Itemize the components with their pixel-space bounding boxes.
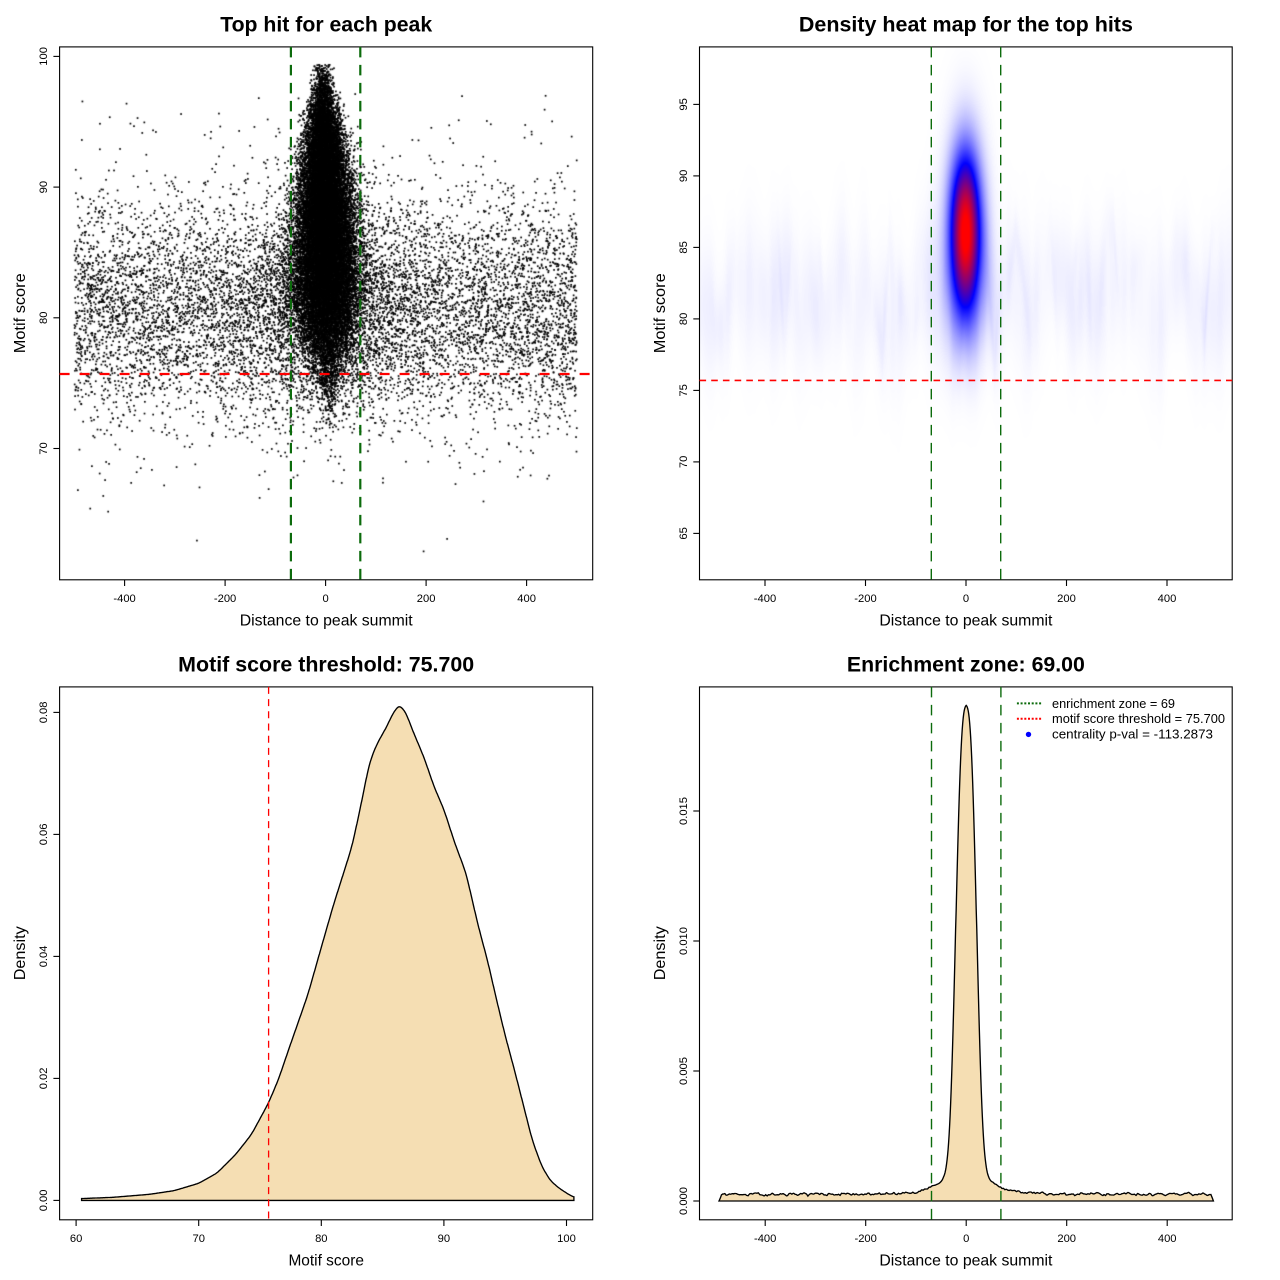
svg-text:80: 80 [678,313,690,325]
svg-text:Distance to peak summit: Distance to peak summit [879,613,1053,630]
svg-text:0.00: 0.00 [38,1190,50,1212]
svg-text:0: 0 [963,593,969,605]
svg-text:Top hit for each peak: Top hit for each peak [220,13,432,37]
svg-text:-200: -200 [854,1233,876,1245]
svg-text:200: 200 [1057,593,1076,605]
svg-text:0: 0 [963,1233,969,1245]
svg-text:Motif score: Motif score [12,273,29,353]
svg-text:centrality p-val = -113.2873: centrality p-val = -113.2873 [1052,728,1213,742]
svg-text:65: 65 [678,527,690,539]
svg-text:Density heat map for the top h: Density heat map for the top hits [799,13,1133,37]
svg-text:enrichment zone = 69: enrichment zone = 69 [1052,697,1175,711]
svg-text:Enrichment zone: 69.00: Enrichment zone: 69.00 [847,653,1085,677]
svg-text:0.010: 0.010 [678,927,690,955]
svg-text:100: 100 [557,1233,576,1245]
svg-text:70: 70 [678,456,690,468]
svg-text:60: 60 [70,1233,82,1245]
svg-text:80: 80 [38,312,50,324]
svg-text:-400: -400 [754,593,776,605]
svg-text:95: 95 [678,98,690,110]
svg-text:70: 70 [38,442,50,454]
svg-text:90: 90 [678,170,690,182]
svg-text:90: 90 [38,181,50,193]
svg-text:Density: Density [12,926,29,980]
svg-text:0.02: 0.02 [38,1068,50,1090]
svg-text:0.000: 0.000 [678,1187,690,1215]
svg-text:Motif score: Motif score [652,273,669,353]
svg-text:-400: -400 [113,593,135,605]
svg-text:0.005: 0.005 [678,1057,690,1085]
svg-text:85: 85 [678,241,690,253]
svg-text:70: 70 [192,1233,204,1245]
svg-text:100: 100 [38,47,50,66]
svg-text:0.015: 0.015 [678,797,690,825]
svg-text:Motif score threshold: 75.700: Motif score threshold: 75.700 [178,653,474,677]
svg-text:75: 75 [678,384,690,396]
svg-text:200: 200 [417,593,436,605]
svg-text:Density: Density [652,926,669,980]
svg-text:-200: -200 [214,593,236,605]
svg-text:200: 200 [1057,1233,1076,1245]
svg-text:0: 0 [322,593,328,605]
svg-text:400: 400 [1158,593,1177,605]
svg-text:0.08: 0.08 [38,702,50,724]
svg-text:-400: -400 [754,1233,776,1245]
svg-text:Motif score: Motif score [288,1253,364,1270]
svg-text:400: 400 [1158,1233,1177,1245]
svg-text:-200: -200 [854,593,876,605]
svg-text:0.06: 0.06 [38,824,50,846]
svg-text:80: 80 [315,1233,327,1245]
svg-text:Distance to peak summit: Distance to peak summit [240,613,414,630]
svg-text:0.04: 0.04 [38,946,50,968]
svg-text:motif score threshold = 75.700: motif score threshold = 75.700 [1052,712,1225,726]
svg-text:90: 90 [438,1233,450,1245]
svg-text:400: 400 [517,593,536,605]
svg-text:Distance to peak summit: Distance to peak summit [879,1253,1053,1270]
